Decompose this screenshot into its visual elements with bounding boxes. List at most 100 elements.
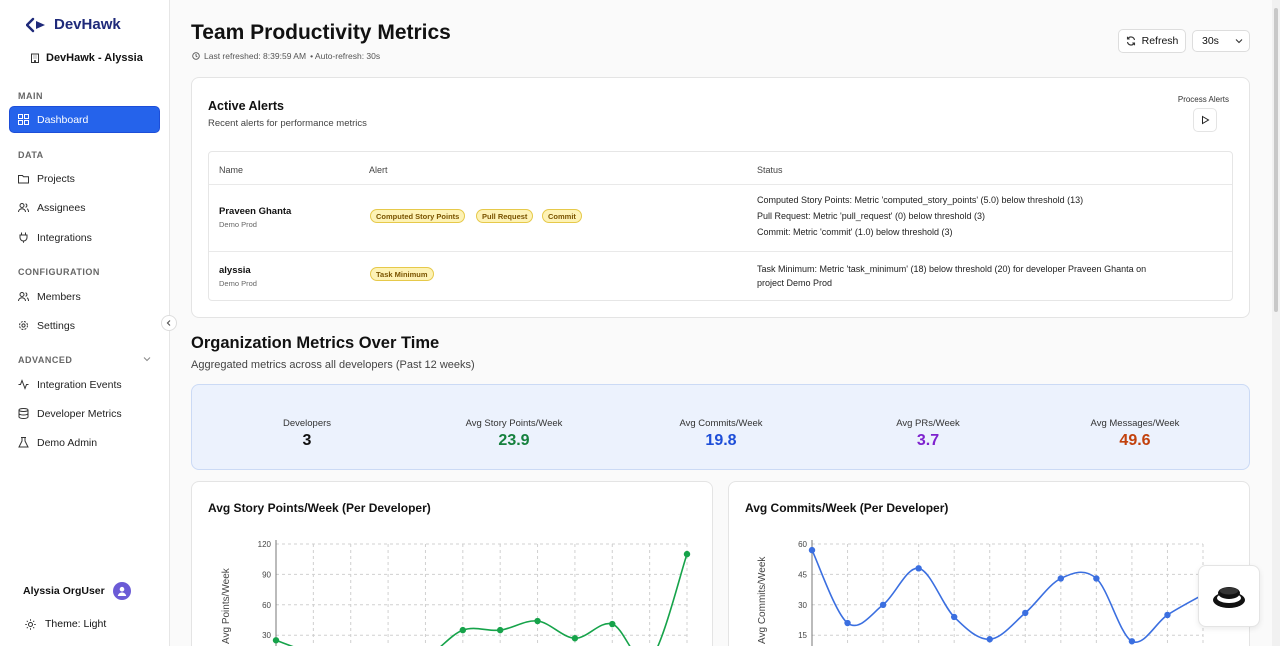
column-header-status: Status: [757, 165, 783, 175]
stat-commits: Avg Commits/Week 19.8: [631, 418, 811, 450]
alert-status-line: Pull Request: Metric 'pull_request' (0) …: [757, 211, 986, 221]
section-data: DATA: [18, 150, 44, 160]
data-point[interactable]: [534, 617, 541, 625]
sidebar-item-integration-events[interactable]: Integration Events: [10, 372, 159, 397]
alert-status-line: Commit: Metric 'commit' (1.0) below thre…: [757, 227, 953, 237]
data-point[interactable]: [915, 565, 922, 572]
plug-icon: [19, 232, 28, 243]
data-point[interactable]: [272, 637, 280, 644]
clock-icon: [192, 52, 200, 60]
chevron-down-icon[interactable]: [143, 355, 151, 363]
data-point[interactable]: [986, 636, 993, 643]
refresh-interval-select[interactable]: 30s: [1192, 30, 1250, 52]
data-point[interactable]: [950, 613, 958, 621]
y-tick-label: 120: [258, 540, 272, 549]
sidebar-item-integrations[interactable]: Integrations: [10, 225, 159, 250]
page-title: Team Productivity Metrics: [191, 21, 451, 44]
alerts-subtitle: Recent alerts for performance metrics: [208, 118, 367, 129]
data-point[interactable]: [571, 635, 579, 642]
chevron-down-icon: [1235, 39, 1243, 44]
grid-icon: [18, 114, 29, 125]
sidebar-item-projects[interactable]: Projects: [10, 166, 159, 191]
y-tick-label: 30: [798, 601, 807, 610]
sun-icon: [25, 618, 36, 630]
refresh-icon: [1126, 36, 1135, 46]
process-alerts-label: Process Alerts: [1177, 95, 1229, 104]
y-tick-label: 90: [262, 570, 271, 579]
theme-label: Theme: Light: [45, 618, 107, 630]
user-icon: [117, 586, 126, 596]
data-point[interactable]: [459, 626, 467, 634]
auto-refresh-label: • Auto-refresh: 30s: [310, 51, 381, 61]
data-point[interactable]: [609, 620, 616, 628]
user-name: Alyssia OrgUser: [23, 585, 105, 597]
process-alerts-button[interactable]: [1193, 108, 1217, 132]
scrollbar-thumb[interactable]: [1274, 8, 1278, 312]
sidebar-item-label: Demo Admin: [37, 436, 98, 449]
theme-toggle[interactable]: Theme: Light: [25, 618, 106, 630]
data-point[interactable]: [879, 601, 887, 608]
alerts-table: Name Alert Status Praveen Ghanta Demo Pr…: [208, 151, 1233, 301]
brand-logo[interactable]: DevHawk: [26, 16, 121, 33]
alert-badge: Computed Story Points: [370, 209, 466, 223]
users-icon: [18, 292, 29, 302]
data-point[interactable]: [1093, 575, 1100, 582]
stat-value: 19.8: [705, 432, 737, 449]
flask-icon: [18, 437, 29, 448]
sidebar-item-label: Developer Metrics: [37, 407, 122, 420]
stat-label: Developers: [282, 418, 332, 429]
story-points-chart-card: Avg Story Points/Week (Per Developer) 30…: [191, 481, 713, 646]
refresh-interval-value: 30s: [1202, 35, 1219, 47]
refresh-status: Last refreshed: 8:39:59 AM • Auto-refres…: [192, 51, 380, 61]
data-point[interactable]: [1164, 611, 1171, 619]
sidebar-item-label: Projects: [37, 172, 75, 185]
refresh-label: Refresh: [1141, 35, 1179, 47]
sidebar-item-members[interactable]: Members: [10, 284, 159, 309]
refresh-button[interactable]: Refresh: [1118, 29, 1186, 53]
collapse-sidebar-button[interactable]: [161, 315, 177, 331]
sidebar-item-label: Integration Events: [37, 378, 122, 391]
sidebar-item-developer-metrics[interactable]: Developer Metrics: [10, 401, 159, 426]
stat-messages: Avg Messages/Week 49.6: [1045, 418, 1225, 450]
data-point[interactable]: [683, 550, 691, 558]
data-point[interactable]: [1057, 575, 1065, 582]
stat-label: Avg Commits/Week: [679, 418, 763, 429]
users-icon: [18, 203, 29, 213]
data-point[interactable]: [1022, 609, 1029, 617]
series-line: [811, 549, 1204, 643]
user-menu[interactable]: Alyssia OrgUser: [23, 582, 131, 600]
stat-value: 49.6: [1119, 432, 1151, 449]
data-point[interactable]: [496, 626, 504, 634]
folder-icon: [18, 175, 29, 184]
alert-developer-name: alyssia: [219, 265, 251, 276]
alert-project-name: Demo Prod: [219, 220, 257, 229]
play-icon: [1202, 115, 1210, 125]
stat-label: Avg Messages/Week: [1090, 418, 1180, 429]
brand-name: DevHawk: [54, 16, 121, 33]
commits-chart-card: Avg Commits/Week (Per Developer) 15 30 45 6…: [728, 481, 1250, 646]
sidebar-item-label: Integrations: [37, 231, 92, 244]
stat-developers: Developers 3: [217, 418, 397, 450]
data-point[interactable]: [1128, 638, 1136, 645]
sidebar-item-label: Assignees: [37, 201, 86, 214]
data-point[interactable]: [844, 619, 851, 627]
section-subtitle: Aggregated metrics across all developers…: [191, 359, 475, 371]
org-switcher[interactable]: DevHawk - Alyssia: [30, 52, 143, 64]
sidebar-item-assignees[interactable]: Assignees: [10, 195, 159, 220]
alerts-title: Active Alerts: [208, 99, 284, 113]
alert-badge: Task Minimum: [370, 267, 434, 281]
y-tick-label: 60: [262, 601, 271, 610]
assistant-button[interactable]: [1198, 565, 1260, 627]
data-point[interactable]: [808, 546, 816, 554]
y-axis-label: Avg Points/Week: [221, 567, 232, 644]
sidebar-item-settings[interactable]: Settings: [10, 313, 159, 338]
sidebar-item-demo-admin[interactable]: Demo Admin: [10, 430, 159, 455]
chevron-left-icon: [166, 320, 171, 326]
alert-status: Computed Story Points: Metric 'computed_…: [757, 194, 1083, 242]
sidebar-item-dashboard[interactable]: Dashboard: [10, 107, 159, 132]
database-icon: [18, 408, 29, 419]
column-header-name: Name: [219, 165, 244, 175]
y-tick-label: 60: [798, 540, 807, 549]
stat-value: 3.7: [916, 432, 940, 449]
scrollbar-track[interactable]: [1272, 0, 1280, 646]
